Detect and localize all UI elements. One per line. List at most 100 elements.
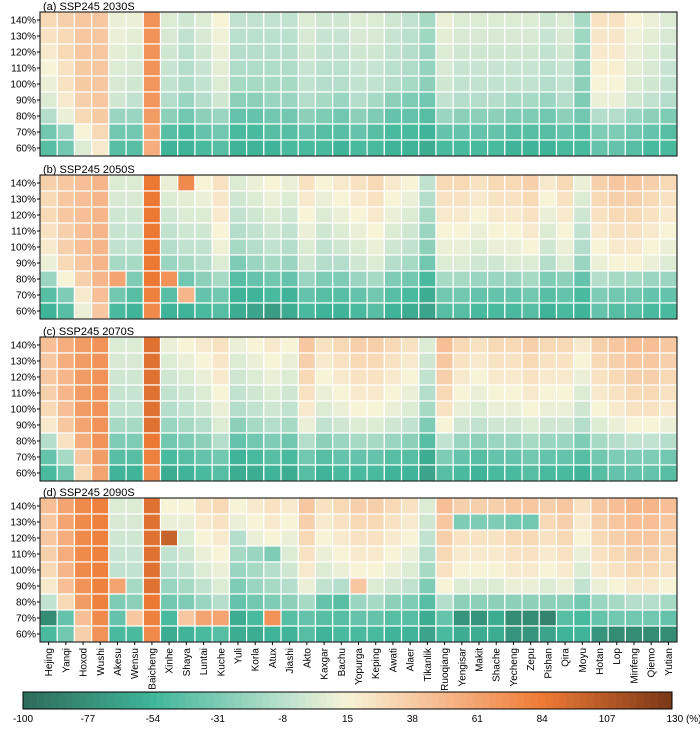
heatmap-cell [91, 352, 110, 370]
heatmap-cell [538, 270, 558, 288]
heatmap-cell [125, 254, 144, 272]
colorbar-segment [107, 692, 115, 709]
heatmap-cell [125, 609, 144, 627]
heatmap-cell [297, 270, 317, 288]
colorbar-segment [439, 692, 447, 709]
heatmap-cell [125, 139, 144, 157]
heatmap-cell [228, 561, 248, 579]
colorbar-segment [312, 692, 320, 709]
heatmap-cell [624, 352, 644, 370]
heatmap-cell [211, 593, 230, 611]
heatmap-cell [504, 400, 523, 418]
heatmap-cell [314, 254, 334, 272]
colorbar-segment [495, 692, 503, 709]
heatmap-cell [607, 43, 626, 61]
heatmap-cell [159, 432, 179, 450]
heatmap-cell [177, 336, 196, 354]
heatmap-cell [332, 11, 351, 29]
heatmap-cell [538, 336, 558, 354]
heatmap-cell [452, 254, 472, 272]
heatmap-cell [228, 123, 248, 141]
heatmap-cell [366, 513, 385, 531]
colorbar-frame [22, 691, 673, 710]
heatmap-cell [383, 286, 403, 304]
heatmap-cell [469, 432, 489, 450]
colorbar-segment [121, 692, 130, 709]
heatmap-cell [263, 368, 282, 386]
heatmap-cell [452, 625, 472, 643]
heatmap-cell [504, 123, 523, 141]
heatmap-cell [228, 432, 248, 450]
heatmap-cell [573, 609, 592, 627]
heatmap-cell [607, 75, 626, 93]
heatmap-cell [555, 11, 575, 29]
heatmap-cell [297, 27, 317, 45]
heatmap-cell [590, 625, 609, 643]
heatmap-cell [624, 174, 644, 192]
colorbar-segment [284, 692, 292, 709]
heatmap-cell [142, 416, 162, 434]
heatmap-cell [108, 302, 127, 320]
heatmap-cell [418, 464, 437, 482]
heatmap-cell [314, 448, 334, 466]
heatmap-cell [487, 139, 506, 157]
colorbar-segment [453, 692, 461, 709]
y-tick-label: 110% [11, 227, 36, 238]
heatmap-cell [91, 43, 110, 61]
heatmap-cell [39, 448, 58, 466]
heatmap-cell [56, 27, 76, 45]
heatmap-cell [555, 352, 575, 370]
heatmap-cell [73, 352, 93, 370]
heatmap-cell [435, 254, 454, 272]
heatmap-cell [142, 91, 162, 109]
heatmap-cell [624, 286, 644, 304]
heatmap-cell [194, 593, 213, 611]
heatmap-cell [624, 59, 644, 77]
heatmap-cell [142, 139, 162, 157]
heatmap-cell [39, 91, 58, 109]
heatmap-cell [538, 593, 558, 611]
heatmap-cell [349, 384, 368, 402]
heatmap-cell [590, 352, 609, 370]
heatmap-cell [590, 43, 609, 61]
heatmap-cell [504, 174, 523, 192]
heatmap-cell [142, 448, 162, 466]
heatmap-cell [469, 593, 489, 611]
heatmap-cell [332, 545, 351, 563]
heatmap-cell [641, 75, 661, 93]
heatmap-cell [332, 464, 351, 482]
heatmap-cell [452, 609, 472, 627]
heatmap-cell [504, 368, 523, 386]
heatmap-cell [383, 302, 403, 320]
heatmap-cell [504, 609, 523, 627]
heatmap-cell [573, 593, 592, 611]
heatmap-cell [108, 577, 127, 595]
heatmap-cell [349, 400, 368, 418]
heatmap-cell [56, 448, 76, 466]
heatmap-cell [228, 11, 248, 29]
heatmap-cell [332, 593, 351, 611]
heatmap-cell [159, 609, 179, 627]
heatmap-cell [332, 368, 351, 386]
heatmap-cell [228, 416, 248, 434]
heatmap-cell [73, 254, 93, 272]
heatmap-cell [624, 416, 644, 434]
heatmap-cell [211, 545, 230, 563]
heatmap-cell [263, 400, 282, 418]
heatmap-cell [297, 545, 317, 563]
heatmap-cell [108, 625, 127, 643]
heatmap-cell [659, 448, 678, 466]
heatmap-cell [487, 286, 506, 304]
heatmap-cell [314, 352, 334, 370]
heatmap-cell [228, 609, 248, 627]
station-label: Hoxod [79, 648, 90, 677]
heatmap-cell [245, 11, 265, 29]
heatmap-cell [469, 75, 489, 93]
heatmap-cell [366, 336, 385, 354]
heatmap-cell [624, 497, 644, 515]
y-tick-label: 110% [11, 389, 36, 400]
heatmap-cell [521, 416, 540, 434]
heatmap-cell [383, 464, 403, 482]
heatmap-cell [91, 609, 110, 627]
heatmap-cell [73, 625, 93, 643]
